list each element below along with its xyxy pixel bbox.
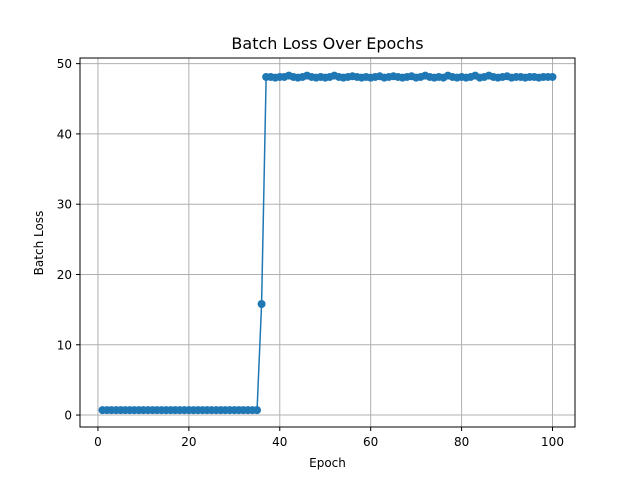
series-layer <box>98 71 557 415</box>
y-tick-label: 30 <box>57 198 72 212</box>
y-tick-label: 40 <box>57 127 72 141</box>
x-tick-label: 100 <box>541 435 564 449</box>
x-axis: 0 20 40 60 80 100 <box>94 427 564 449</box>
x-tick-label: 0 <box>94 435 102 449</box>
axes-frame <box>79 57 576 428</box>
loss-data-point <box>548 72 557 81</box>
x-tick-label: 20 <box>181 435 196 449</box>
chart-title: Batch Loss Over Epochs <box>231 34 423 53</box>
y-tick-label: 50 <box>57 57 72 71</box>
loss-data-point <box>253 406 262 415</box>
x-tick-label: 60 <box>363 435 378 449</box>
y-tick-label: 0 <box>64 409 72 423</box>
y-axis-label: Batch Loss <box>32 211 46 276</box>
x-tick-label: 40 <box>272 435 287 449</box>
x-axis-label: Epoch <box>309 456 346 470</box>
x-tick-label: 80 <box>454 435 469 449</box>
y-axis: 0 10 20 30 40 50 <box>57 57 80 423</box>
y-tick-label: 10 <box>57 338 72 352</box>
grid <box>80 58 575 427</box>
y-tick-label: 20 <box>57 268 72 282</box>
loss-data-point <box>257 300 266 308</box>
